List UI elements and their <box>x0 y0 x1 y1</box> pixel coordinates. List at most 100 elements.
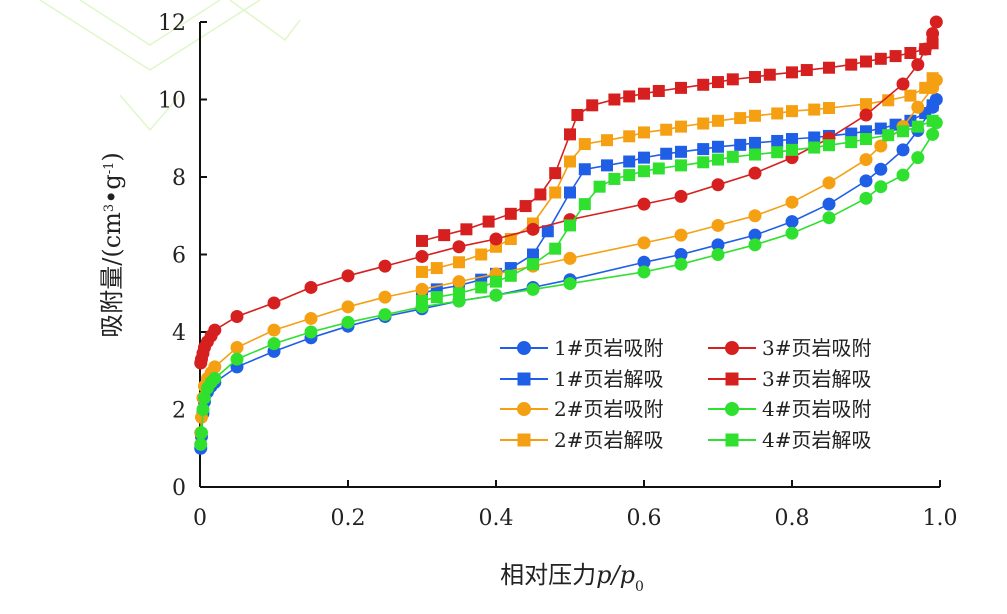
legend-swatch-marker <box>725 433 739 447</box>
data-point <box>726 73 739 86</box>
x-tick-label: 0.8 <box>775 506 810 531</box>
data-point <box>748 166 762 180</box>
legend-label: 3#页岩解吸 <box>762 367 871 391</box>
data-point <box>926 114 939 127</box>
data-point <box>859 153 873 167</box>
data-point <box>823 61 835 74</box>
legend-item: 3#页岩解吸 <box>708 367 871 391</box>
data-point <box>786 66 798 79</box>
data-point <box>194 426 208 440</box>
data-point <box>304 280 318 294</box>
data-point <box>896 143 910 157</box>
data-point <box>341 315 355 329</box>
data-point <box>564 219 576 232</box>
data-point <box>860 125 872 138</box>
data-point <box>586 99 599 112</box>
data-point <box>904 89 917 102</box>
data-point <box>860 55 872 68</box>
data-point <box>904 47 917 59</box>
data-point <box>623 169 636 182</box>
data-point <box>808 103 821 116</box>
data-point <box>549 186 562 199</box>
data-point <box>823 102 835 115</box>
data-point <box>601 134 613 147</box>
data-point <box>822 211 836 225</box>
y-tick-label: 4 <box>172 321 186 346</box>
data-point <box>564 186 576 199</box>
data-point <box>749 109 761 122</box>
data-point <box>785 226 799 240</box>
data-point <box>378 290 392 304</box>
data-point <box>822 197 836 211</box>
data-point <box>823 139 835 152</box>
x-tick-label: 0.6 <box>627 506 662 531</box>
data-point <box>527 258 539 271</box>
legend: 1#页岩吸附 1#页岩解吸 2#页岩吸附 2#页岩解吸 3#页岩吸附 3#页岩解吸 4#页岩… <box>500 336 871 452</box>
data-point <box>208 360 222 374</box>
data-point <box>786 133 798 146</box>
x-tick-label: 1.0 <box>923 506 958 531</box>
y-axis-title: 吸附量/(cm3•g-1) <box>98 152 126 338</box>
data-point <box>378 259 392 273</box>
tick-labels: 0 2 4 6 8 10 12 0 0.2 0.4 0.6 0.8 1.0 <box>158 11 958 531</box>
data-point <box>453 256 465 269</box>
data-point <box>230 310 244 323</box>
series-line <box>421 77 934 273</box>
data-point <box>874 139 888 153</box>
data-point <box>926 127 940 141</box>
data-point <box>674 189 688 203</box>
legend-swatch-marker <box>517 433 531 447</box>
data-point <box>660 123 673 136</box>
data-point <box>748 238 762 252</box>
data-point <box>874 180 888 194</box>
data-point <box>378 308 392 322</box>
data-point <box>926 99 939 112</box>
data-point <box>808 131 821 144</box>
data-point <box>564 128 576 141</box>
data-point <box>534 188 547 201</box>
data-point <box>660 147 673 160</box>
data-point <box>601 159 613 172</box>
data-point <box>623 155 636 168</box>
data-point <box>652 162 665 175</box>
data-point <box>637 236 651 250</box>
data-point <box>860 133 872 146</box>
data-point <box>882 129 895 142</box>
series-4 <box>416 72 939 278</box>
data-point <box>697 143 710 156</box>
x-axis-title-main: 相对压力 <box>500 561 596 589</box>
data-point <box>564 155 576 168</box>
data-point <box>726 150 739 163</box>
y-tick-label: 0 <box>172 476 186 501</box>
legend-item: 2#页岩吸附 <box>500 397 663 421</box>
data-point <box>267 337 281 351</box>
data-point <box>859 108 873 122</box>
data-point <box>874 52 887 65</box>
data-point <box>267 296 281 310</box>
legend-label: 4#页岩吸附 <box>762 397 871 421</box>
legend-swatch-marker <box>517 372 531 386</box>
ticks <box>199 21 941 488</box>
data-point <box>785 195 799 209</box>
data-point <box>859 191 873 205</box>
data-point <box>674 257 688 271</box>
data-point <box>911 100 925 114</box>
data-point <box>926 27 940 41</box>
data-point <box>748 209 762 223</box>
x-tick-label: 0.4 <box>479 506 514 531</box>
data-point <box>489 288 503 302</box>
data-point <box>911 120 924 133</box>
data-point <box>675 159 687 172</box>
data-point <box>430 291 443 304</box>
legend-item: 4#页岩解吸 <box>708 428 871 452</box>
data-point <box>563 277 577 291</box>
data-point <box>845 136 858 149</box>
data-point <box>822 176 836 190</box>
data-point <box>919 81 932 94</box>
data-point <box>430 262 443 275</box>
y-tick-label: 6 <box>172 244 186 269</box>
data-point <box>674 248 688 261</box>
legend-swatch-marker <box>517 341 531 355</box>
x-axis-title: 相对压力p/p0 <box>500 561 644 595</box>
